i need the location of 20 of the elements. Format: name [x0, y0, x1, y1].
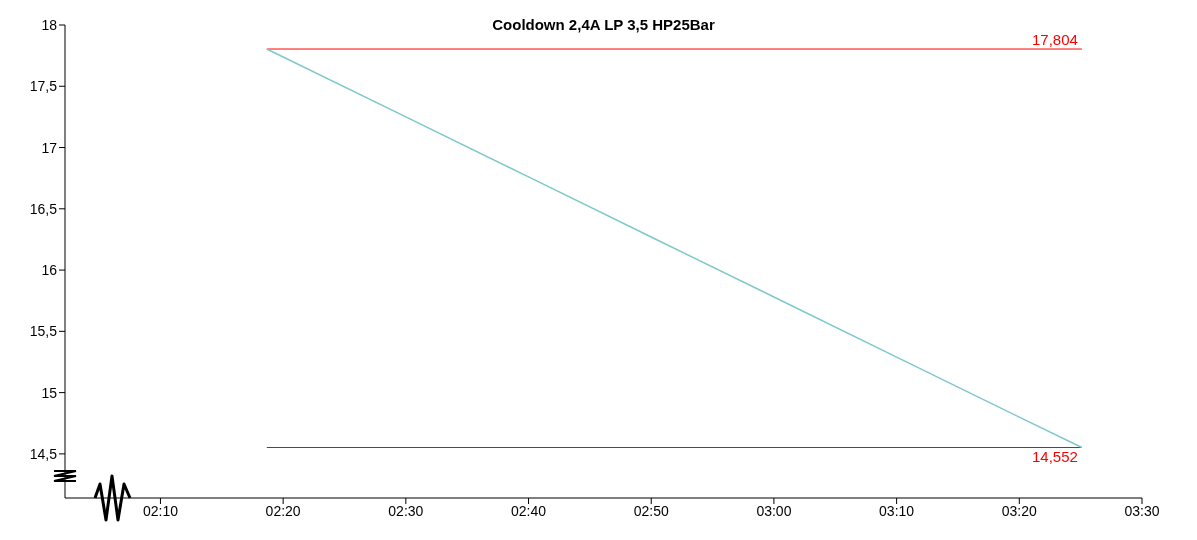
y-tick-label: 15,5: [29, 323, 58, 340]
x-tick-label: 03:00: [756, 502, 792, 519]
chart-title: Cooldown 2,4A LP 3,5 HP25Bar: [491, 16, 716, 33]
y-tick-label: 16,5: [29, 200, 58, 217]
y-tick-label: 17: [41, 139, 58, 156]
ref-line-label: 17,804: [1031, 31, 1078, 49]
x-tick-label: 02:20: [265, 502, 301, 519]
y-tick-label: 14,5: [29, 445, 58, 462]
y-tick-label: 15: [41, 384, 58, 401]
x-tick-label: 03:10: [879, 502, 915, 519]
x-tick-label: 02:40: [511, 502, 547, 519]
x-tick-label: 03:20: [1001, 502, 1038, 519]
x-tick-label: 02:50: [633, 502, 669, 519]
ref-line-label: 14,552: [1031, 448, 1078, 466]
x-tick-label: 02:30: [388, 502, 424, 519]
y-tick-label: 18: [41, 16, 58, 33]
x-tick-label: 02:10: [142, 502, 179, 519]
x-tick-label: 03:30: [1124, 502, 1160, 519]
y-tick-label: 16: [41, 262, 58, 279]
y-tick-label: 17,5: [29, 78, 58, 95]
